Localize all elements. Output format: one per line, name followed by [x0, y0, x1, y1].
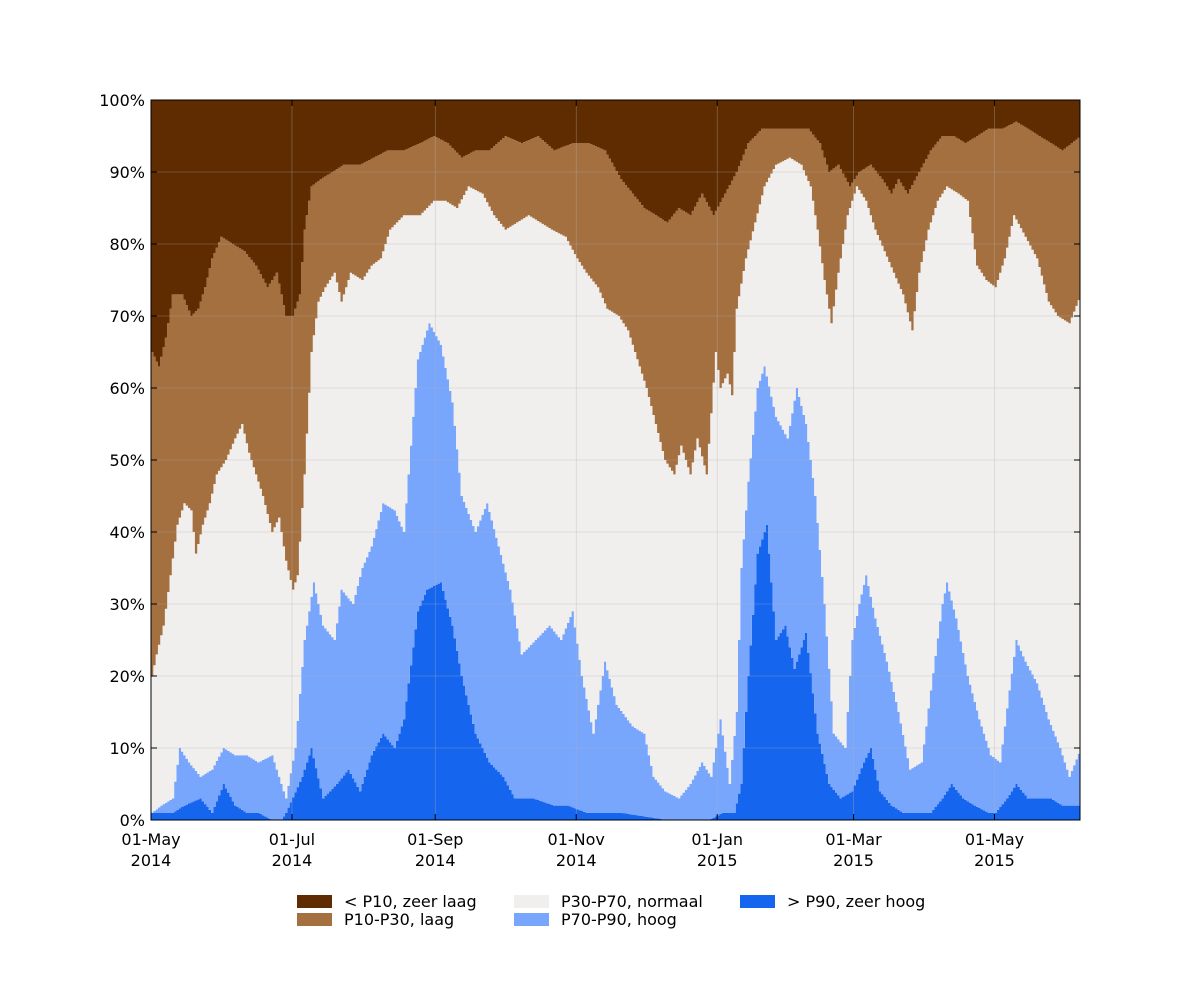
x-tick-label-year: 2015: [974, 851, 1015, 870]
legend-swatch-zeer-hoog: [740, 894, 775, 908]
legend-item-hoog: P70-P90, hoog: [514, 909, 677, 929]
legend-label-hoog: P70-P90, hoog: [561, 909, 677, 929]
x-tick-label-month: 01-May: [121, 830, 180, 849]
legend-label-zeer-hoog: > P90, zeer hoog: [787, 891, 926, 911]
legend-item-normaal: P30-P70, normaal: [514, 891, 703, 911]
y-tick-label: 20%: [109, 667, 145, 686]
x-tick-label-year: 2014: [415, 851, 456, 870]
legend-swatch-laag: [297, 912, 332, 926]
legend-label-zeer-laag: < P10, zeer laag: [344, 891, 477, 911]
stacked-area-layer: [151, 100, 1080, 820]
x-tick-label-year: 2014: [556, 851, 597, 870]
y-tick-label: 10%: [109, 739, 145, 758]
x-tick-label-year: 2015: [833, 851, 874, 870]
y-tick-label: 0%: [120, 811, 145, 830]
x-tick-label-year: 2015: [697, 851, 738, 870]
y-tick-label: 80%: [109, 235, 145, 254]
x-tick-label-month: 01-Nov: [548, 830, 605, 849]
legend-item-zeer-laag: < P10, zeer laag: [297, 891, 477, 911]
x-tick-label-month: 01-May: [965, 830, 1024, 849]
y-tick-label: 70%: [109, 307, 145, 326]
y-tick-label: 100%: [99, 91, 145, 110]
x-tick-label-month: 01-Jul: [269, 830, 315, 849]
legend-swatch-zeer-laag: [297, 894, 332, 908]
legend-label-normaal: P30-P70, normaal: [561, 891, 703, 911]
legend-item-laag: P10-P30, laag: [297, 909, 454, 929]
area-zeer-laag: [151, 100, 1080, 367]
x-tick-label-year: 2014: [131, 851, 172, 870]
x-tick-label-month: 01-Jan: [691, 830, 743, 849]
x-tick-label-year: 2014: [272, 851, 313, 870]
y-tick-label: 50%: [109, 451, 145, 470]
legend: < P10, zeer laag P10-P30, laag P30-P70, …: [297, 889, 997, 933]
area-hoog: [151, 323, 1080, 820]
legend-label-laag: P10-P30, laag: [344, 909, 455, 929]
tick-layer: 0% 10% 20% 30% 40% 50% 60% 70% 80% 90% 100% 01-May 2…: [99, 91, 1080, 870]
legend-item-zeer-hoog: > P90, zeer hoog: [740, 891, 925, 911]
legend-swatch-hoog: [514, 912, 549, 926]
x-tick-label-month: 01-Mar: [825, 830, 882, 849]
y-tick-label: 90%: [109, 163, 145, 182]
y-tick-label: 60%: [109, 379, 145, 398]
area-laag: [151, 121, 1080, 677]
x-tick-label-month: 01-Sep: [407, 830, 463, 849]
area-normaal: [151, 157, 1080, 813]
area-zeer-hoog: [151, 524, 1080, 820]
y-tick-label: 30%: [109, 595, 145, 614]
y-tick-label: 40%: [109, 523, 145, 542]
legend-swatch-normaal: [514, 894, 549, 908]
